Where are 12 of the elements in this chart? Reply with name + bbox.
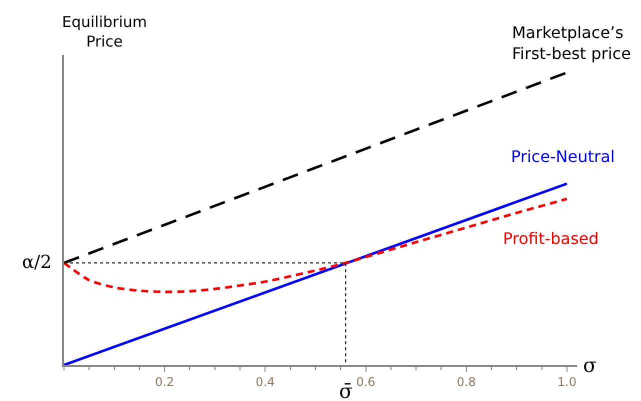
x-tick-label: 1.0 (557, 375, 576, 390)
series-label: Profit-based (503, 229, 599, 248)
x-tick-label: 0.8 (456, 375, 476, 390)
x-tick-label: 0.2 (155, 375, 174, 390)
x-tick-label: 0.4 (256, 375, 275, 390)
series-label: Price-Neutral (511, 147, 615, 166)
series-label: Marketplace’s First-best price (512, 23, 631, 63)
annotation: σ̄ (339, 379, 353, 401)
y-axis-title: Equilibrium Price (62, 13, 147, 50)
annotation: α/2 (22, 252, 52, 273)
x-tick-label: 0.6 (356, 375, 376, 390)
x-axis-title: σ (583, 353, 597, 377)
